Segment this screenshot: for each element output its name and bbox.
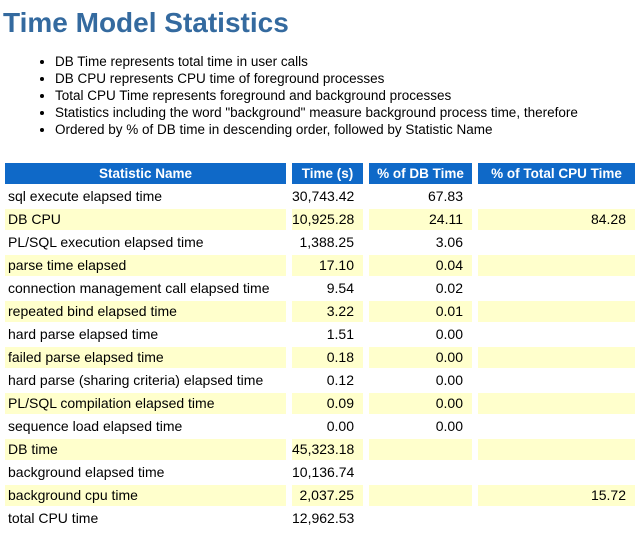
cell-statistic-name: repeated bind elapsed time [5,301,286,322]
table-row: hard parse (sharing criteria) elapsed ti… [5,370,635,391]
cell-pct-db-time: 0.00 [369,370,472,391]
cell-pct-total-cpu-time [478,370,635,391]
table-header-row: Statistic Name Time (s) % of DB Time % o… [5,163,635,184]
page-title: Time Model Statistics [3,7,289,38]
cell-pct-total-cpu-time [478,462,635,483]
cell-pct-db-time: 0.01 [369,301,472,322]
note-item: Total CPU Time represents foreground and… [55,87,640,104]
cell-pct-total-cpu-time [478,508,635,529]
table-row: sequence load elapsed time 0.00 0.00 [5,416,635,437]
cell-pct-db-time [369,508,472,529]
column-header: % of Total CPU Time [478,163,635,184]
cell-time-seconds: 17.10 [292,255,363,276]
cell-time-seconds: 10,136.74 [292,462,363,483]
cell-pct-total-cpu-time [478,301,635,322]
cell-pct-db-time: 0.00 [369,393,472,414]
column-header: Time (s) [292,163,363,184]
table-row: hard parse elapsed time 1.51 0.00 [5,324,635,345]
table-body: sql execute elapsed time 30,743.42 67.83… [5,186,635,529]
table-row: DB time 45,323.18 [5,439,635,460]
cell-pct-total-cpu-time [478,324,635,345]
table-row: sql execute elapsed time 30,743.42 67.83 [5,186,635,207]
table-row: connection management call elapsed time … [5,278,635,299]
cell-pct-db-time: 0.00 [369,347,472,368]
cell-pct-db-time: 3.06 [369,232,472,253]
note-item: Statistics including the word "backgroun… [55,104,640,121]
cell-statistic-name: hard parse elapsed time [5,324,286,345]
cell-statistic-name: parse time elapsed [5,255,286,276]
cell-statistic-name: DB CPU [5,209,286,230]
cell-pct-total-cpu-time [478,255,635,276]
table-row: parse time elapsed 17.10 0.04 [5,255,635,276]
cell-pct-total-cpu-time [478,439,635,460]
cell-statistic-name: DB time [5,439,286,460]
note-item: Ordered by % of DB time in descending or… [55,121,640,138]
cell-statistic-name: sql execute elapsed time [5,186,286,207]
notes-list: DB Time represents total time in user ca… [0,53,640,138]
cell-statistic-name: connection management call elapsed time [5,278,286,299]
table-row: repeated bind elapsed time 3.22 0.01 [5,301,635,322]
cell-pct-total-cpu-time: 15.72 [478,485,635,506]
cell-statistic-name: sequence load elapsed time [5,416,286,437]
note-item: DB Time represents total time in user ca… [55,53,640,70]
cell-time-seconds: 0.18 [292,347,363,368]
cell-pct-db-time: 24.11 [369,209,472,230]
cell-pct-total-cpu-time [478,416,635,437]
table-row: background elapsed time 10,136.74 [5,462,635,483]
cell-statistic-name: PL/SQL compilation elapsed time [5,393,286,414]
column-header: % of DB Time [369,163,472,184]
cell-pct-db-time: 0.00 [369,416,472,437]
cell-pct-db-time: 67.83 [369,186,472,207]
cell-pct-db-time [369,462,472,483]
table-row: PL/SQL compilation elapsed time 0.09 0.0… [5,393,635,414]
cell-pct-total-cpu-time [478,278,635,299]
cell-time-seconds: 10,925.28 [292,209,363,230]
table-row: failed parse elapsed time 0.18 0.00 [5,347,635,368]
cell-time-seconds: 2,037.25 [292,485,363,506]
cell-pct-db-time: 0.04 [369,255,472,276]
cell-pct-db-time: 0.00 [369,324,472,345]
cell-time-seconds: 12,962.53 [292,508,363,529]
table-row: total CPU time 12,962.53 [5,508,635,529]
cell-pct-total-cpu-time: 84.28 [478,209,635,230]
column-header: Statistic Name [5,163,286,184]
cell-time-seconds: 0.12 [292,370,363,391]
cell-time-seconds: 30,743.42 [292,186,363,207]
table-row: background cpu time 2,037.25 15.72 [5,485,635,506]
cell-pct-total-cpu-time [478,186,635,207]
cell-pct-total-cpu-time [478,232,635,253]
cell-time-seconds: 1,388.25 [292,232,363,253]
cell-time-seconds: 45,323.18 [292,439,363,460]
cell-statistic-name: background cpu time [5,485,286,506]
cell-pct-db-time [369,485,472,506]
cell-statistic-name: PL/SQL execution elapsed time [5,232,286,253]
note-item: DB CPU represents CPU time of foreground… [55,70,640,87]
cell-time-seconds: 9.54 [292,278,363,299]
cell-pct-total-cpu-time [478,347,635,368]
cell-time-seconds: 3.22 [292,301,363,322]
cell-pct-db-time: 0.02 [369,278,472,299]
table-row: DB CPU 10,925.28 24.11 84.28 [5,209,635,230]
cell-statistic-name: background elapsed time [5,462,286,483]
cell-pct-total-cpu-time [478,393,635,414]
cell-time-seconds: 0.09 [292,393,363,414]
cell-time-seconds: 1.51 [292,324,363,345]
cell-pct-db-time [369,439,472,460]
cell-statistic-name: failed parse elapsed time [5,347,286,368]
cell-time-seconds: 0.00 [292,416,363,437]
time-model-statistics-table: Statistic Name Time (s) % of DB Time % o… [0,161,640,531]
cell-statistic-name: total CPU time [5,508,286,529]
cell-statistic-name: hard parse (sharing criteria) elapsed ti… [5,370,286,391]
table-row: PL/SQL execution elapsed time 1,388.25 3… [5,232,635,253]
